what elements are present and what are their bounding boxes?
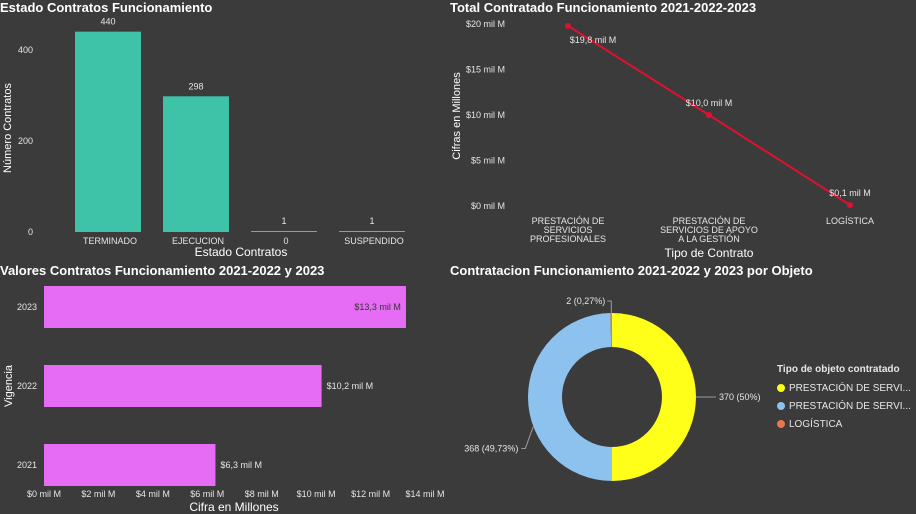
x-tick-label: $8 mil M — [245, 489, 279, 499]
bar-data-label: 440 — [100, 17, 115, 27]
hbar-data-label: $13,3 mil M — [354, 302, 401, 312]
x-tick-label: SUSPENDIDO — [344, 236, 404, 246]
bar-0 — [251, 231, 317, 232]
x-tick-label: $4 mil M — [136, 489, 170, 499]
x-tick-label: $6 mil M — [190, 489, 224, 499]
x-axis-title: Tipo de Contrato — [665, 246, 754, 260]
contratacion-objeto-panel: Contratacion Funcionamiento 2021-2022 y … — [450, 263, 916, 514]
total-contratado-title: Total Contratado Funcionamiento 2021-202… — [450, 0, 757, 15]
y-axis-title: Cifras en Millones — [451, 72, 463, 160]
hbar-2022 — [44, 365, 322, 407]
x-tick-label: $2 mil M — [81, 489, 115, 499]
legend-swatch-blue — [777, 402, 785, 410]
y-tick-label: 400 — [18, 45, 33, 55]
hbar-data-label: $10,2 mil M — [327, 381, 374, 391]
x-tick-label: A LA GESTIÓN — [678, 234, 740, 244]
donut-leader-line — [521, 426, 534, 449]
legend-label-apoyo: PRESTACIÓN DE SERVI... — [789, 400, 911, 412]
y-tick-label: $20 mil M — [466, 19, 505, 29]
x-tick-label: PROFESIONALES — [530, 234, 606, 244]
donut-legend-title: Tipo de objeto contratado — [777, 364, 900, 375]
y-tick-label: $5 mil M — [471, 156, 505, 166]
series-point — [847, 202, 853, 209]
y-tick-label: 2022 — [17, 381, 37, 391]
bar-data-label: 1 — [369, 216, 374, 226]
x-tick-label: $12 mil M — [351, 489, 390, 499]
y-tick-label: $10 mil M — [466, 110, 505, 120]
x-tick-label: LOGÍSTICA — [826, 216, 874, 226]
x-tick-label: PRESTACIÓN DE — [673, 216, 746, 226]
donut-legend: Tipo de objeto contratado PRESTACIÓN DE … — [777, 364, 911, 433]
total-contratado-panel: Total Contratado Funcionamiento 2021-202… — [450, 0, 916, 262]
bar-data-label: 298 — [188, 81, 203, 91]
x-tick-label: PRESTACIÓN DE — [532, 216, 605, 226]
x-tick-label: $10 mil M — [297, 489, 336, 499]
legend-item-logistica[interactable]: LOGÍSTICA — [777, 415, 911, 433]
x-tick-label: TERMINADO — [83, 236, 137, 246]
hbar-2021 — [44, 444, 216, 486]
x-axis-title: Estado Contratos — [195, 245, 288, 259]
contratacion-objeto-title: Contratacion Funcionamiento 2021-2022 y … — [450, 263, 813, 278]
bar-suspendido — [339, 231, 405, 232]
donut-slice-profesionales — [612, 313, 696, 481]
valores-contratos-panel: Valores Contratos Funcionamiento 2021-20… — [0, 263, 445, 514]
y-tick-label: 0 — [28, 227, 33, 237]
legend-swatch-orange — [777, 420, 785, 428]
x-tick-label: SERVICIOS — [544, 225, 593, 235]
donut-data-label: 370 (50%) — [719, 392, 761, 402]
estado-contratos-panel: Estado Contratos Funcionamiento 0 200 400 4… — [0, 0, 440, 262]
y-tick-label: 200 — [18, 136, 33, 146]
y-axis-title: Número Contratos — [2, 83, 14, 173]
series-point — [706, 112, 712, 118]
total-contratado-chart: $0 mil M $5 mil M $10 mil M $15 mil M $20 mi… — [451, 19, 874, 260]
valores-contratos-chart: 2023 2022 2021 $13,3 mil M $10,2 mil M $6,3 m… — [3, 286, 445, 514]
x-tick-label: $14 mil M — [405, 489, 444, 499]
legend-label-logistica: LOGÍSTICA — [789, 418, 843, 430]
y-tick-label: $0 mil M — [471, 201, 505, 211]
y-tick-label: 2023 — [17, 302, 37, 312]
x-tick-label: SERVICIOS DE APOYO — [660, 225, 758, 235]
y-tick-label: 2021 — [17, 460, 37, 470]
x-axis-title: Cifra en Millones — [189, 500, 278, 514]
bar-ejecucion — [163, 96, 229, 232]
y-axis-title: Vigencia — [3, 364, 15, 407]
donut-data-label: 368 (49,73%) — [464, 443, 518, 453]
legend-item-apoyo[interactable]: PRESTACIÓN DE SERVI... — [777, 397, 911, 415]
series-point — [565, 22, 571, 29]
point-data-label: $0,1 mil M — [829, 188, 871, 198]
point-data-label: $10,0 mil M — [686, 98, 733, 108]
y-tick-label: $15 mil M — [466, 65, 505, 75]
legend-label-profesionales: PRESTACIÓN DE SERVI... — [789, 382, 911, 394]
estado-contratos-chart: 0 200 400 440 TERMINADO 298 EJECUCION 1 0 1 SUSPEN… — [2, 17, 405, 259]
legend-item-profesionales[interactable]: PRESTACIÓN DE SERVI... — [777, 379, 911, 397]
bar-terminado — [75, 31, 141, 232]
contratacion-objeto-chart: 370 (50%) 368 (49,73%) 2 (0,27%) — [464, 296, 761, 481]
donut-slice-apoyo — [527, 313, 612, 481]
point-data-label: $19,8 mil M — [570, 35, 617, 45]
x-tick-label: 0 — [283, 236, 288, 246]
legend-swatch-yellow — [777, 384, 785, 392]
hbar-data-label: $6,3 mil M — [220, 460, 262, 470]
estado-contratos-title: Estado Contratos Funcionamiento — [0, 0, 213, 15]
donut-slice-logistica — [610, 313, 612, 348]
donut-leader-line — [607, 300, 612, 314]
donut-data-label: 2 (0,27%) — [566, 296, 605, 306]
x-tick-label: EJECUCION — [172, 236, 224, 246]
valores-contratos-title: Valores Contratos Funcionamiento 2021-20… — [0, 263, 325, 278]
bar-data-label: 1 — [281, 216, 286, 226]
x-tick-label: $0 mil M — [27, 489, 61, 499]
hbar-2023 — [44, 286, 406, 328]
